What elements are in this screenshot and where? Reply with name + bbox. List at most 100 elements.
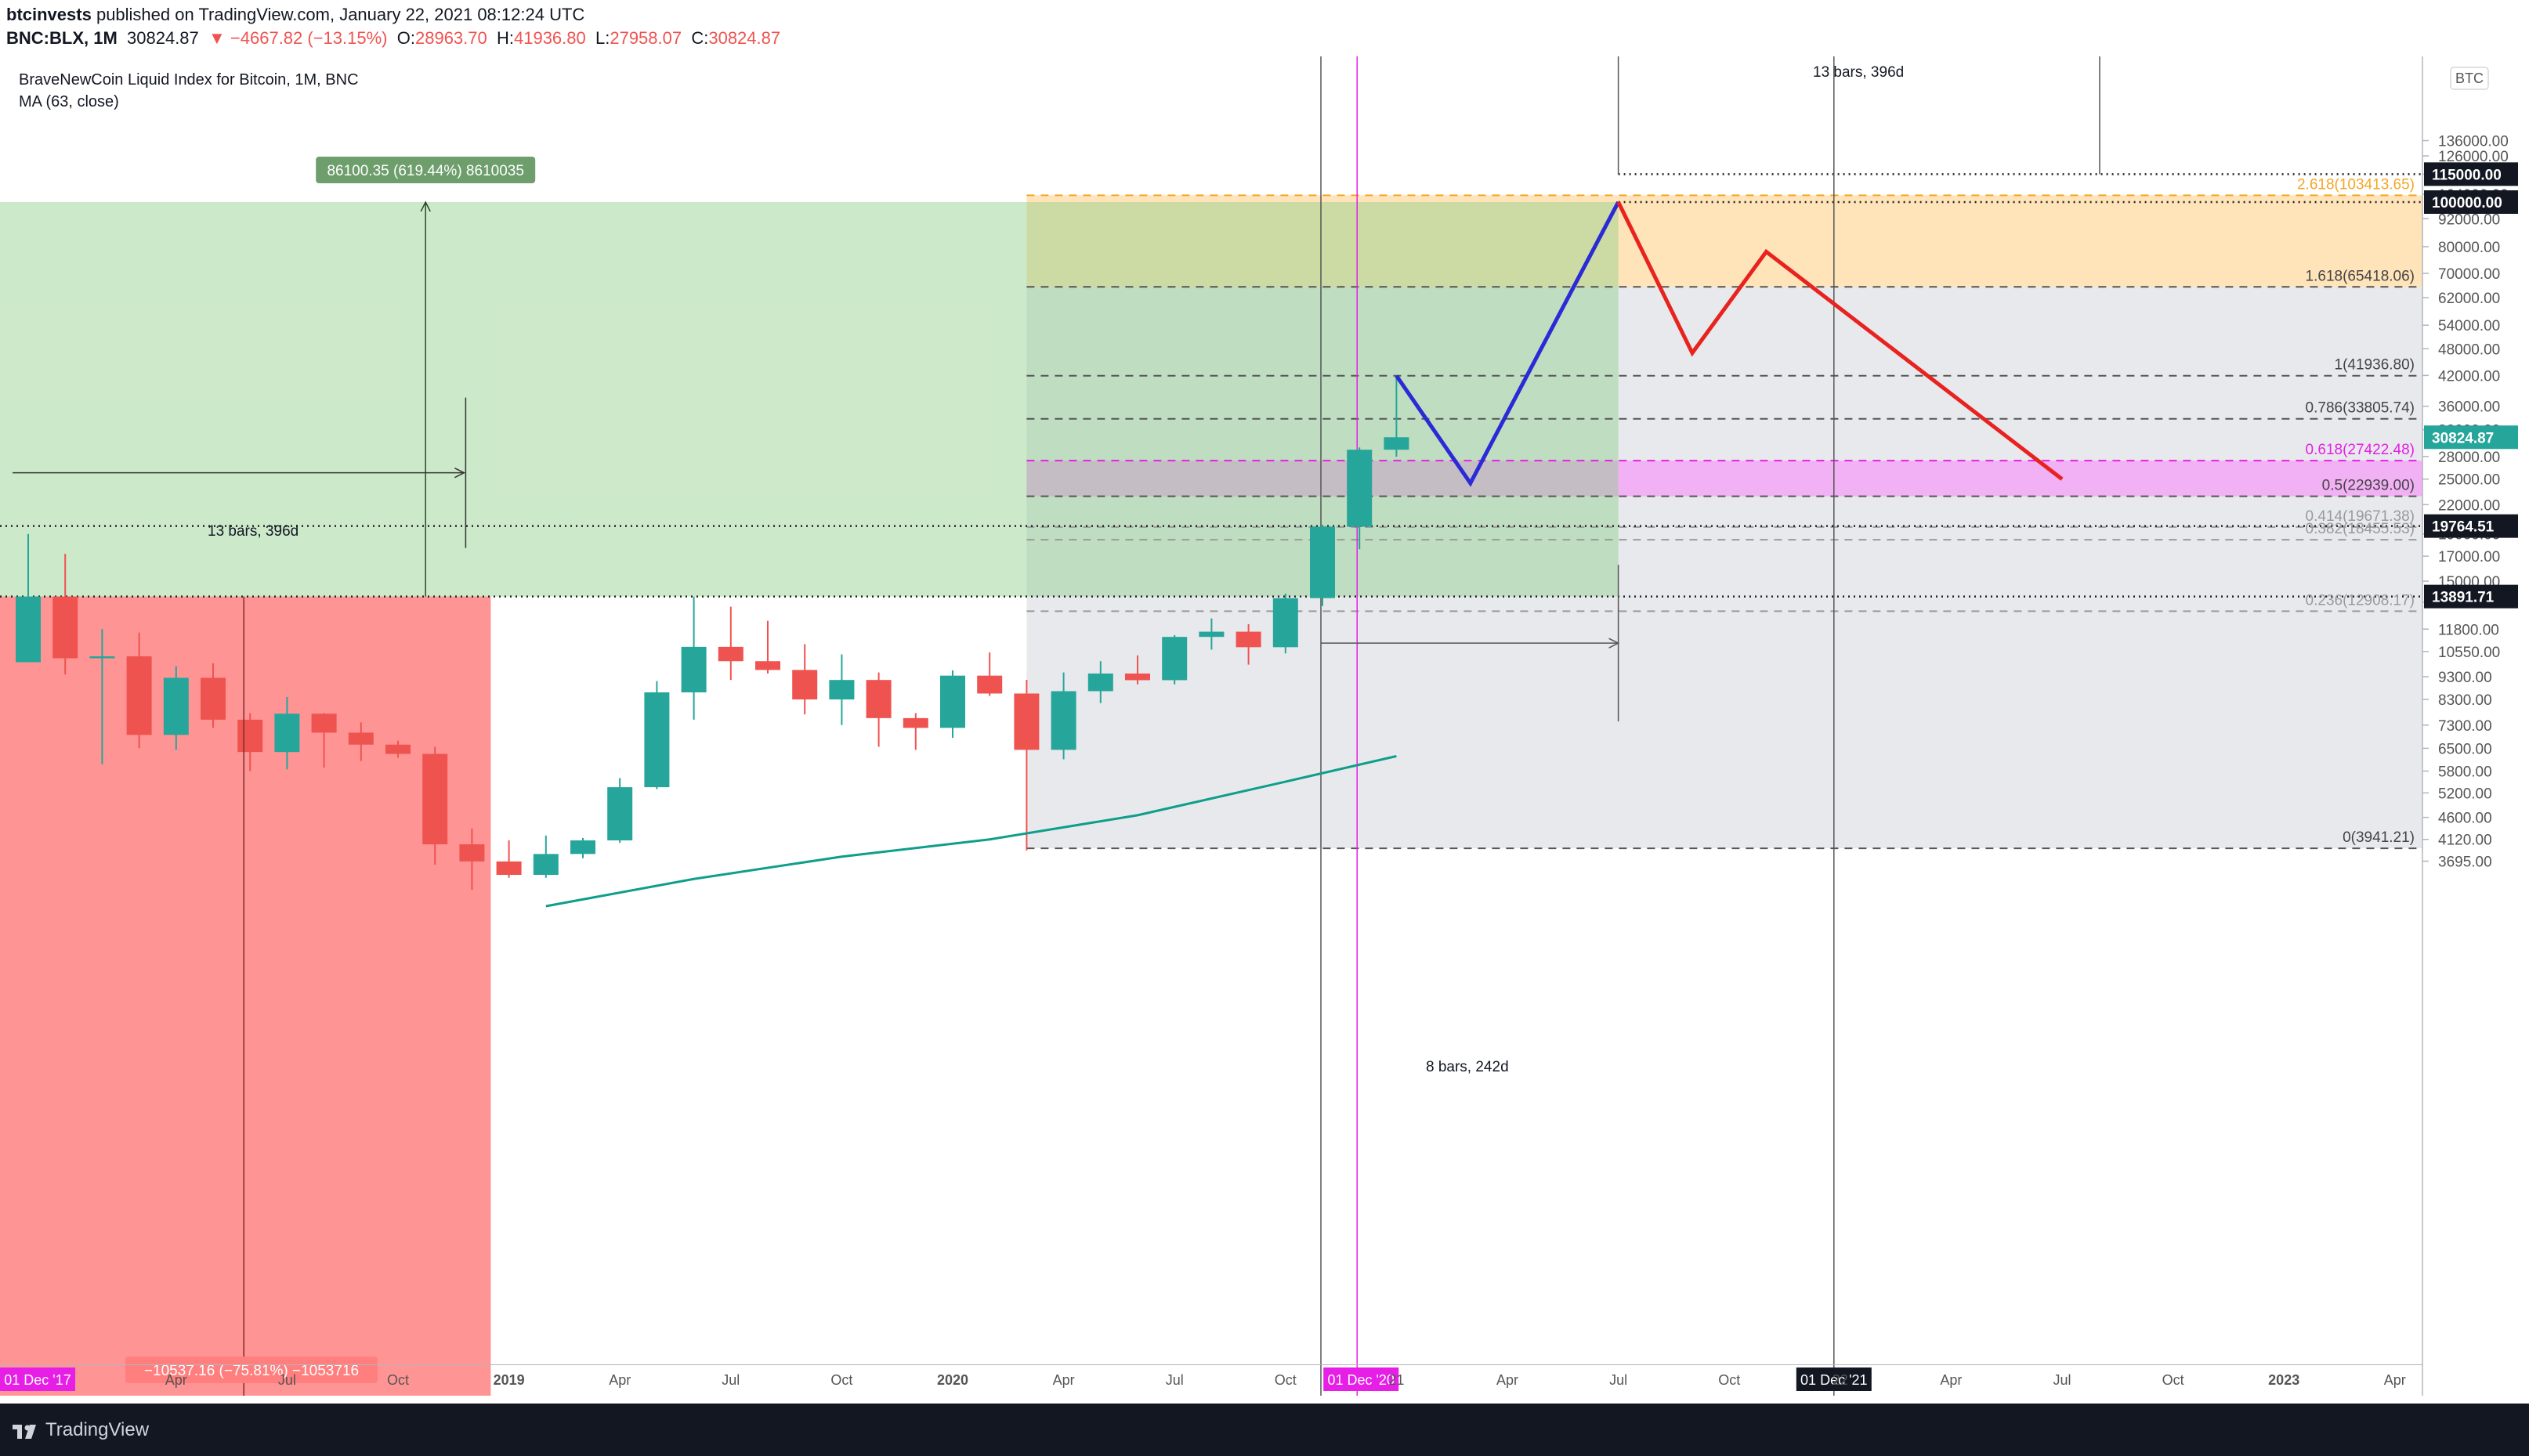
time-tick-label: Oct bbox=[1275, 1372, 1297, 1388]
candle-down bbox=[866, 680, 892, 718]
price-tag bbox=[2424, 190, 2518, 214]
candle-down bbox=[385, 744, 411, 754]
time-tick-label: Oct bbox=[1718, 1372, 1740, 1388]
price-tick-label: 10550.00 bbox=[2438, 645, 2500, 661]
price-tag bbox=[2424, 425, 2518, 450]
time-tick-label: 2020 bbox=[937, 1372, 968, 1388]
candle-down bbox=[1236, 631, 1261, 648]
time-tick-label: 21 bbox=[1388, 1372, 1404, 1388]
price-tag-label: 100000.00 bbox=[2432, 195, 2502, 211]
candle-up bbox=[681, 646, 707, 692]
fib-level-label: 2.618(103413.65) bbox=[2297, 176, 2415, 193]
gain-label: 86100.35 (619.44%) 8610035 bbox=[327, 163, 523, 179]
time-tick-label: Jul bbox=[722, 1372, 740, 1388]
price-tick-label: 80000.00 bbox=[2438, 240, 2500, 256]
time-tick-label: Apr bbox=[165, 1372, 187, 1388]
price-tick-label: 4120.00 bbox=[2438, 833, 2492, 849]
time-tick-label: 2019 bbox=[494, 1372, 525, 1388]
fib-zone-orange bbox=[1026, 195, 2422, 287]
candle-up bbox=[829, 680, 855, 700]
ma-line bbox=[545, 754, 1397, 908]
candle-down bbox=[977, 675, 1003, 694]
candle-down bbox=[903, 717, 928, 728]
time-tick-label: Jul bbox=[1609, 1372, 1627, 1388]
time-tag bbox=[0, 1367, 75, 1391]
candle-up bbox=[1310, 526, 1335, 598]
time-tag bbox=[1323, 1367, 1399, 1391]
publish-line: btcinvests published on TradingView.com,… bbox=[6, 5, 584, 25]
time-tag-label: 01 Dec '17 bbox=[4, 1372, 71, 1388]
gain-range-zone bbox=[0, 202, 1619, 597]
high-label: H: bbox=[496, 28, 514, 48]
open-value: 28963.70 bbox=[414, 28, 487, 48]
open-label: O: bbox=[396, 28, 415, 48]
candle-up bbox=[570, 840, 595, 854]
fib-level-label: 0.236(12908.17) bbox=[2306, 592, 2415, 609]
projection-up-line bbox=[1395, 201, 1620, 487]
chart-svg[interactable]: 0(3941.21) 0.236(12908.17) 0.382(18455.53)… bbox=[0, 56, 2529, 1404]
candle-down bbox=[792, 670, 818, 700]
price-tick-label: 11800.00 bbox=[2438, 622, 2499, 638]
candle-up bbox=[1199, 631, 1225, 638]
chart-area[interactable]: 0(3941.21) 0.236(12908.17) 0.382(18455.53)… bbox=[0, 56, 2529, 1404]
time-tick-label: Jul bbox=[278, 1372, 296, 1388]
candle-down bbox=[496, 861, 522, 876]
time-tick-label: Jul bbox=[1166, 1372, 1184, 1388]
price-tick-label: 3695.00 bbox=[2438, 854, 2492, 871]
price-tick-label: 54000.00 bbox=[2438, 318, 2500, 334]
price-change: ▼ −4667.82 (−13.15%) bbox=[208, 28, 388, 48]
footer-bar: TradingView bbox=[0, 1404, 2529, 1456]
candle-up bbox=[644, 692, 670, 788]
tradingview-brand: TradingView bbox=[45, 1419, 150, 1440]
legend-ma: MA (63, close) bbox=[19, 93, 119, 110]
candle-down bbox=[52, 596, 78, 659]
price-tick-label: 70000.00 bbox=[2438, 266, 2500, 283]
time-tick-label: 22 bbox=[1833, 1372, 1848, 1388]
candle-up bbox=[1087, 673, 1113, 692]
price-axis[interactable] bbox=[2422, 56, 2529, 1404]
price-tick-label: 7300.00 bbox=[2438, 718, 2492, 735]
fib-level-label: 0.786(33805.74) bbox=[2306, 400, 2415, 417]
loss-range-zone bbox=[0, 596, 491, 1396]
price-tick-label: 126000.00 bbox=[2438, 149, 2509, 165]
tradingview-logo[interactable]: TradingView bbox=[11, 1419, 149, 1441]
candle-up bbox=[16, 596, 41, 663]
price-tick-label: 25000.00 bbox=[2438, 472, 2500, 489]
price-tick-label: 62000.00 bbox=[2438, 291, 2500, 307]
time-tick-label: Oct bbox=[2162, 1372, 2184, 1388]
price-tag bbox=[2424, 162, 2518, 186]
price-tick-label: 8300.00 bbox=[2438, 692, 2492, 709]
bars-count-label: 13 bars, 396d bbox=[208, 523, 298, 540]
fib-level-label: 1(41936.80) bbox=[2335, 357, 2415, 374]
publish-header: btcinvests published on TradingView.com,… bbox=[0, 0, 2529, 57]
low-label: L: bbox=[595, 28, 610, 48]
price-tick-label: 42000.00 bbox=[2438, 368, 2500, 385]
time-axis-strip bbox=[0, 1396, 2529, 1404]
time-tick-label: Oct bbox=[387, 1372, 409, 1388]
fib-level-label: 1.618(65418.06) bbox=[2306, 268, 2415, 284]
bars-count-label: 8 bars, 242d bbox=[1426, 1059, 1509, 1075]
time-tick-label: Oct bbox=[830, 1372, 852, 1388]
loss-label: −10537.16 (−75.81%) −1053716 bbox=[144, 1363, 359, 1379]
symbol-label: BNC:BLX, 1M bbox=[6, 28, 118, 48]
price-tick-label: 36000.00 bbox=[2438, 399, 2500, 416]
time-tick-label: 2023 bbox=[2268, 1372, 2299, 1388]
candle-down bbox=[1014, 693, 1040, 750]
candle-up bbox=[1051, 691, 1076, 750]
price-tick-label: 136000.00 bbox=[2438, 134, 2509, 150]
time-tick-label: Apr bbox=[1053, 1372, 1075, 1388]
candle-down bbox=[126, 656, 152, 735]
publisher-name[interactable]: btcinvests bbox=[6, 5, 92, 24]
price-tick-label: 92000.00 bbox=[2438, 211, 2500, 228]
candle-up bbox=[89, 656, 115, 659]
gain-measure-arrow bbox=[420, 201, 431, 212]
candle-up bbox=[1272, 598, 1298, 648]
price-tick-label: 17000.00 bbox=[2438, 549, 2500, 565]
last-price: 30824.87 bbox=[127, 28, 199, 48]
candle-up bbox=[533, 854, 559, 876]
candle-up bbox=[1384, 437, 1409, 450]
close-label: C: bbox=[691, 28, 709, 48]
gain-label-box bbox=[316, 157, 536, 183]
currency-badge[interactable] bbox=[2450, 67, 2489, 90]
price-tick-label: 22000.00 bbox=[2438, 497, 2500, 514]
